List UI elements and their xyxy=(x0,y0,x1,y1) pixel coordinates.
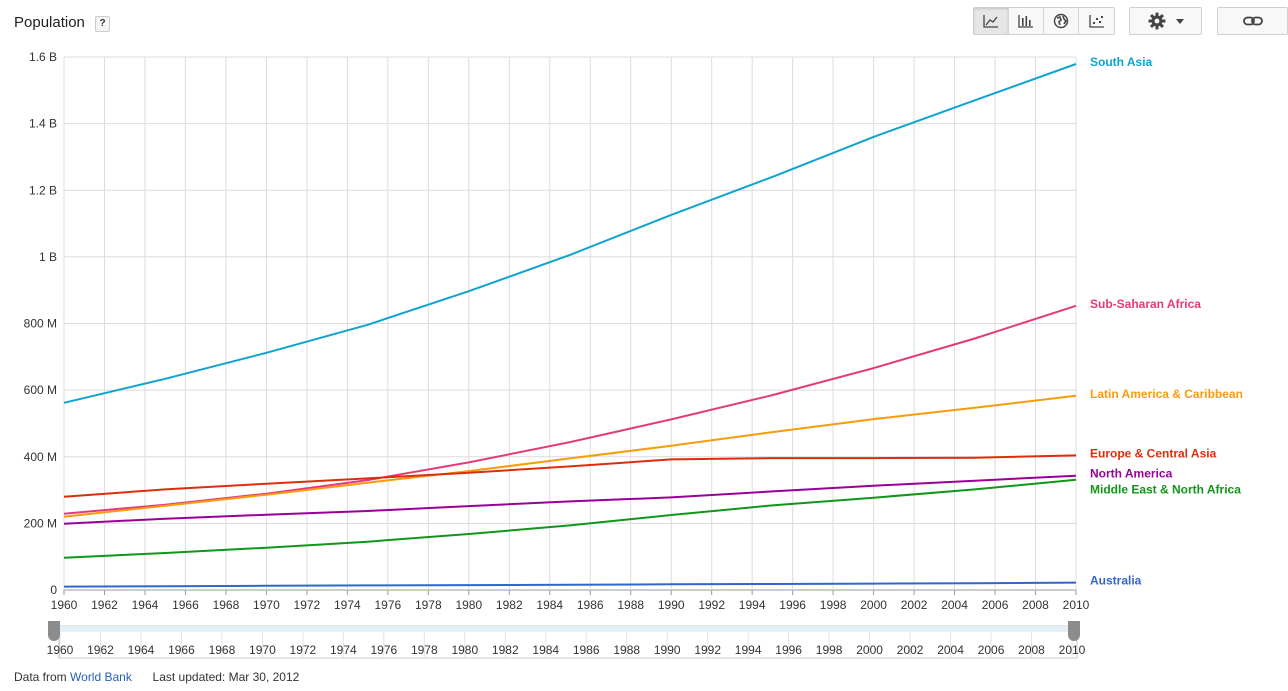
range-slider-start-handle[interactable] xyxy=(48,621,60,641)
line-chart-icon xyxy=(983,15,998,28)
slider-tick-label: 2008 xyxy=(1018,643,1045,657)
map-view-button[interactable] xyxy=(1044,8,1079,34)
x-tick-label: 1978 xyxy=(415,598,442,612)
x-tick-label: 2000 xyxy=(860,598,887,612)
slider-tick-label: 1964 xyxy=(128,643,155,657)
y-tick-label: 200 M xyxy=(24,516,57,530)
slider-tick-label: 1962 xyxy=(87,643,114,657)
x-tick-label: 1990 xyxy=(658,598,685,612)
range-slider-selection xyxy=(59,626,1077,632)
x-tick-label: 1960 xyxy=(51,598,78,612)
series-label: Sub-Saharan Africa xyxy=(1090,297,1201,311)
series-label: Australia xyxy=(1090,574,1142,588)
series-line-europe-central-asia[interactable] xyxy=(63,454,1077,498)
slider-tick-label: 1990 xyxy=(654,643,681,657)
chevron-down-icon xyxy=(1175,18,1184,24)
slider-tick-label: 1968 xyxy=(209,643,236,657)
scatter-chart-icon xyxy=(1088,15,1104,28)
x-tick-label: 1998 xyxy=(820,598,847,612)
help-button[interactable]: ? xyxy=(95,16,110,32)
series-label: Latin America & Caribbean xyxy=(1090,387,1243,401)
settings-menu-button[interactable] xyxy=(1129,7,1202,35)
y-tick-label: 1.4 B xyxy=(29,117,57,131)
chart-type-toolbar xyxy=(973,7,1115,35)
slider-tick-label: 1998 xyxy=(816,643,843,657)
series-line-north-america[interactable] xyxy=(63,474,1077,525)
slider-tick-label: 1960 xyxy=(47,643,74,657)
line-chart-button[interactable] xyxy=(974,8,1009,34)
last-updated: Last updated: Mar 30, 2012 xyxy=(152,670,300,684)
x-tick-label: 1970 xyxy=(253,598,280,612)
scatter-view-button[interactable] xyxy=(1079,8,1114,34)
x-tick-label: 1982 xyxy=(496,598,523,612)
slider-tick-label: 1976 xyxy=(370,643,397,657)
series-label: Europe & Central Asia xyxy=(1090,446,1217,460)
x-tick-label: 1986 xyxy=(577,598,604,612)
slider-tick-label: 1982 xyxy=(492,643,519,657)
slider-tick-label: 1994 xyxy=(735,643,762,657)
link-icon xyxy=(1242,16,1263,26)
series-label: South Asia xyxy=(1090,55,1153,69)
x-tick-label: 1966 xyxy=(172,598,199,612)
slider-tick-label: 1992 xyxy=(694,643,721,657)
gear-icon xyxy=(1148,12,1165,30)
slider-tick-label: 1980 xyxy=(451,643,478,657)
slider-tick-label: 2006 xyxy=(978,643,1005,657)
y-tick-label: 1.6 B xyxy=(29,50,57,64)
series-line-latin-america-caribbean[interactable] xyxy=(63,394,1077,518)
x-tick-label: 1996 xyxy=(779,598,806,612)
y-tick-label: 400 M xyxy=(24,450,57,464)
slider-tick-label: 2002 xyxy=(897,643,924,657)
series-label: Middle East & North Africa xyxy=(1090,483,1241,497)
x-tick-label: 1988 xyxy=(617,598,644,612)
x-tick-label: 1984 xyxy=(536,598,563,612)
bar-chart-button[interactable] xyxy=(1009,8,1044,34)
x-tick-label: 1968 xyxy=(213,598,240,612)
x-tick-label: 1980 xyxy=(455,598,482,612)
x-tick-label: 1962 xyxy=(91,598,118,612)
slider-tick-label: 2000 xyxy=(856,643,883,657)
x-tick-label: 2004 xyxy=(941,598,968,612)
page-title: Population xyxy=(14,14,85,31)
x-tick-label: 1964 xyxy=(132,598,159,612)
x-tick-label: 2008 xyxy=(1022,598,1049,612)
slider-tick-label: 1974 xyxy=(330,643,357,657)
series-line-south-asia[interactable] xyxy=(63,63,1077,404)
x-tick-label: 1972 xyxy=(294,598,321,612)
slider-tick-label: 2004 xyxy=(937,643,964,657)
y-tick-label: 800 M xyxy=(24,317,57,331)
slider-tick-label: 1988 xyxy=(613,643,640,657)
x-tick-label: 2006 xyxy=(982,598,1009,612)
slider-tick-label: 1986 xyxy=(573,643,600,657)
bar-chart-icon xyxy=(1018,15,1033,28)
x-tick-label: 1994 xyxy=(739,598,766,612)
slider-tick-label: 1966 xyxy=(168,643,195,657)
series-label: North America xyxy=(1090,467,1173,481)
series-line-middle-east-north-africa[interactable] xyxy=(63,478,1077,559)
slider-tick-label: 1970 xyxy=(249,643,276,657)
y-tick-label: 1.2 B xyxy=(29,183,57,197)
y-tick-label: 0 xyxy=(50,583,57,597)
world-bank-link[interactable]: World Bank xyxy=(70,670,132,684)
source-prefix: Data from xyxy=(14,670,67,684)
slider-tick-label: 2010 xyxy=(1059,643,1086,657)
range-slider-end-handle[interactable] xyxy=(1068,621,1080,641)
y-tick-label: 600 M xyxy=(24,383,57,397)
x-tick-label: 2010 xyxy=(1063,598,1090,612)
globe-icon xyxy=(1053,13,1069,29)
x-tick-label: 1974 xyxy=(334,598,361,612)
link-button[interactable] xyxy=(1217,7,1288,35)
slider-tick-label: 1996 xyxy=(775,643,802,657)
y-tick-label: 1 B xyxy=(39,250,57,264)
series-line-australia[interactable] xyxy=(63,581,1077,588)
footer: Data from World Bank Last updated: Mar 3… xyxy=(14,670,299,684)
x-tick-label: 2002 xyxy=(901,598,928,612)
slider-tick-label: 1984 xyxy=(532,643,559,657)
x-tick-label: 1992 xyxy=(698,598,725,612)
slider-tick-label: 1972 xyxy=(290,643,317,657)
slider-tick-label: 1978 xyxy=(411,643,438,657)
x-tick-label: 1976 xyxy=(374,598,401,612)
